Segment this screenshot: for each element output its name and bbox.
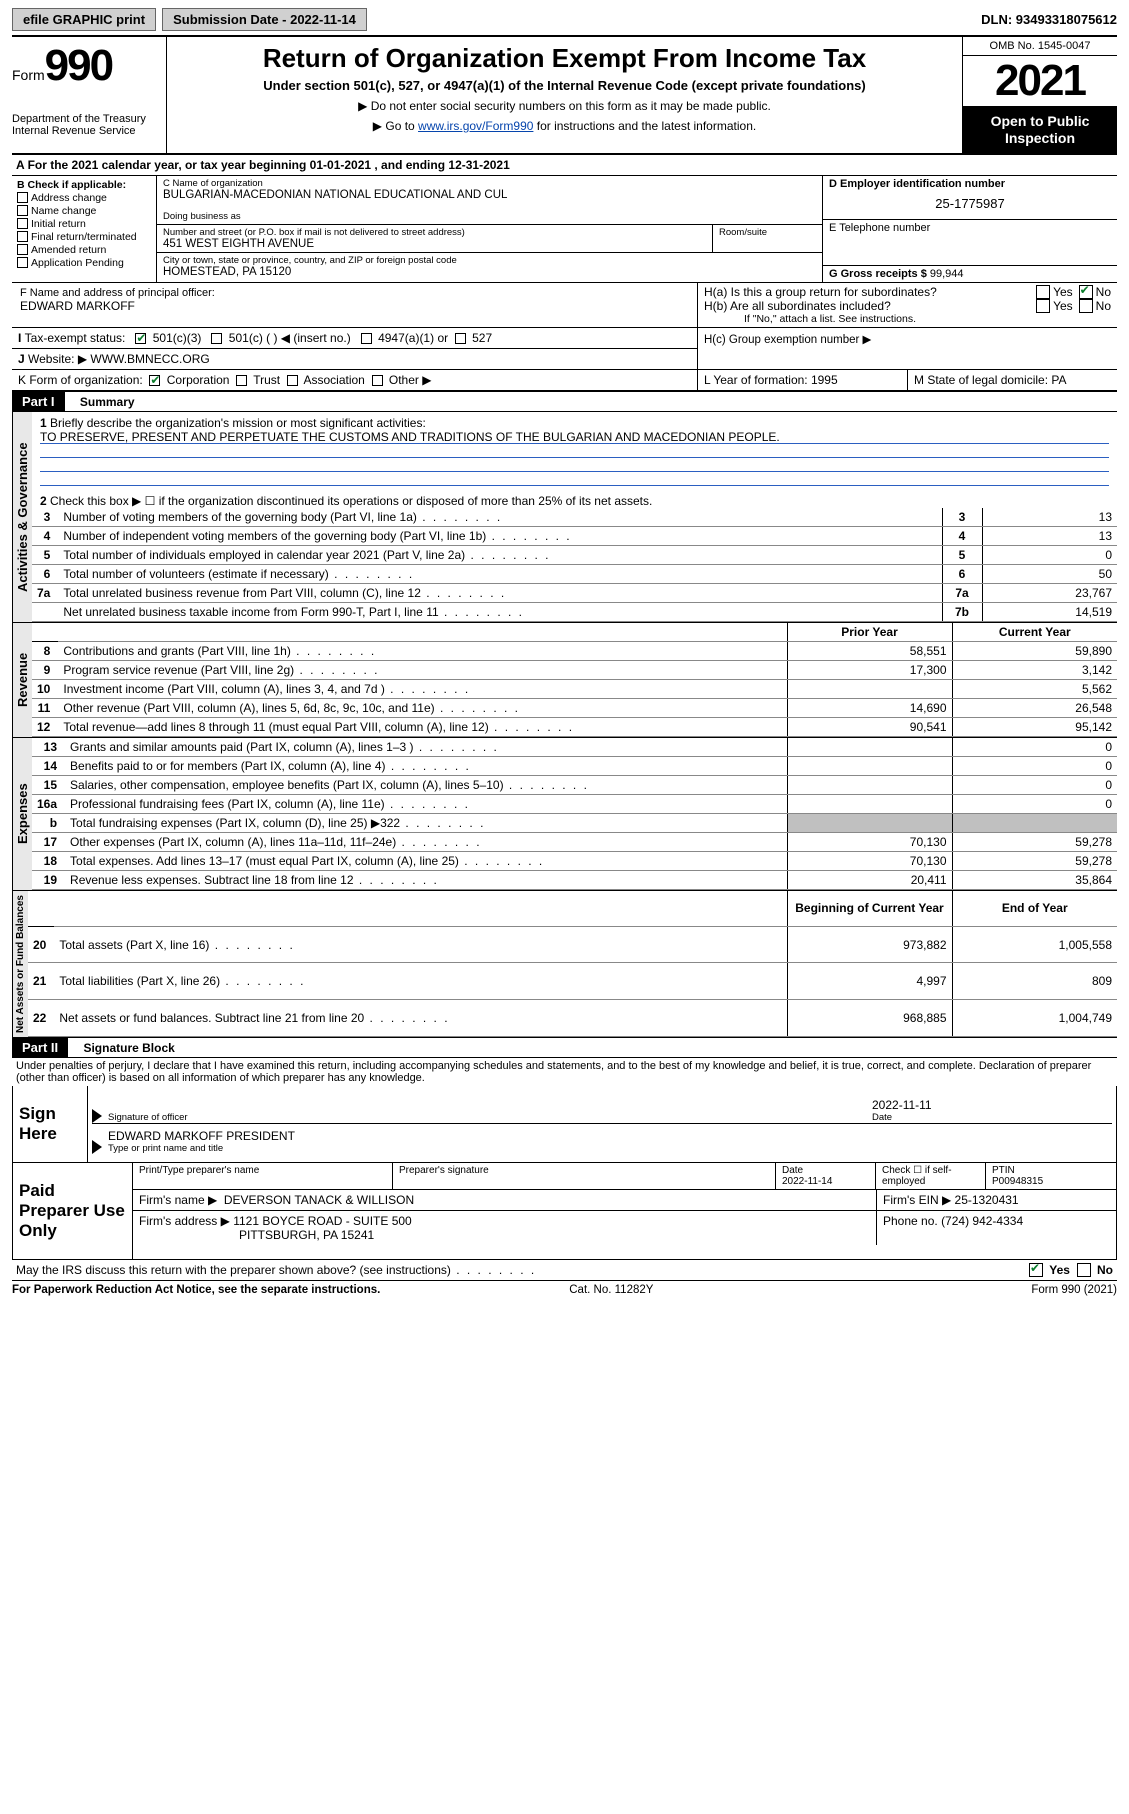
state-domicile: M State of legal domicile: PA bbox=[907, 370, 1117, 390]
form-subtitle: Under section 501(c), 527, or 4947(a)(1)… bbox=[175, 78, 954, 93]
table-row: 8Contributions and grants (Part VIII, li… bbox=[32, 641, 1117, 660]
top-toolbar: efile GRAPHIC print Submission Date - 20… bbox=[12, 8, 1117, 31]
table-row: 10Investment income (Part VIII, column (… bbox=[32, 679, 1117, 698]
arrow-icon bbox=[92, 1109, 102, 1123]
table-row: 15Salaries, other compensation, employee… bbox=[32, 775, 1117, 794]
section-fh: F Name and address of principal officer:… bbox=[12, 283, 1117, 328]
expenses-section: Expenses 13Grants and similar amounts pa… bbox=[12, 737, 1117, 890]
note-link: ▶ Go to www.irs.gov/Form990 for instruct… bbox=[175, 119, 954, 133]
tax-period: A For the 2021 calendar year, or tax yea… bbox=[12, 155, 1117, 176]
perjury-declaration: Under penalties of perjury, I declare th… bbox=[12, 1058, 1117, 1086]
principal-officer: EDWARD MARKOFF bbox=[20, 299, 689, 313]
table-row: 12Total revenue—add lines 8 through 11 (… bbox=[32, 717, 1117, 736]
net-assets-section: Net Assets or Fund Balances Beginning of… bbox=[12, 890, 1117, 1038]
ha-no-checkbox[interactable] bbox=[1079, 285, 1093, 299]
section-klm: K Form of organization: Corporation Trus… bbox=[12, 370, 1117, 391]
box-j: J Website: ▶ WWW.BMNECC.ORG bbox=[12, 349, 697, 369]
other-checkbox[interactable] bbox=[372, 375, 383, 386]
part2-header: Part II Signature Block bbox=[12, 1038, 1117, 1058]
dln-label: DLN: 93493318075612 bbox=[981, 12, 1117, 27]
boxb-option[interactable]: Final return/terminated bbox=[17, 231, 151, 243]
firm-ein: 25-1320431 bbox=[955, 1193, 1019, 1207]
tax-year: 2021 bbox=[963, 56, 1117, 107]
irs-label: Internal Revenue Service bbox=[12, 125, 160, 137]
form-title: Return of Organization Exempt From Incom… bbox=[175, 43, 954, 74]
efile-print-button[interactable]: efile GRAPHIC print bbox=[12, 8, 156, 31]
4947-checkbox[interactable] bbox=[361, 333, 372, 344]
boxb-option[interactable]: Application Pending bbox=[17, 257, 151, 269]
gross-receipts: 99,944 bbox=[930, 268, 964, 280]
table-row: 9Program service revenue (Part VIII, lin… bbox=[32, 660, 1117, 679]
firm-address: 1121 BOYCE ROAD - SUITE 500 bbox=[233, 1214, 412, 1228]
501c-checkbox[interactable] bbox=[211, 333, 222, 344]
irs-discuss-row: May the IRS discuss this return with the… bbox=[12, 1260, 1117, 1282]
discuss-no-checkbox[interactable] bbox=[1077, 1263, 1091, 1277]
part1-header: Part I Summary bbox=[12, 391, 1117, 412]
boxb-option[interactable]: Name change bbox=[17, 205, 151, 217]
assoc-checkbox[interactable] bbox=[287, 375, 298, 386]
ein: 25-1775987 bbox=[829, 190, 1111, 217]
table-row: 4Number of independent voting members of… bbox=[32, 526, 1117, 545]
table-row: Net unrelated business taxable income fr… bbox=[32, 602, 1117, 621]
year-formation: L Year of formation: 1995 bbox=[697, 370, 907, 390]
city-state-zip: HOMESTEAD, PA 15120 bbox=[163, 266, 816, 278]
ha-yes-checkbox[interactable] bbox=[1036, 285, 1050, 299]
table-row: 22Net assets or fund balances. Subtract … bbox=[28, 999, 1117, 1036]
ptin: P00948315 bbox=[992, 1176, 1043, 1187]
boxb-option[interactable]: Initial return bbox=[17, 218, 151, 230]
trust-checkbox[interactable] bbox=[236, 375, 247, 386]
officer-name: EDWARD MARKOFF PRESIDENT bbox=[108, 1129, 1112, 1143]
table-row: 21Total liabilities (Part X, line 26)4,9… bbox=[28, 963, 1117, 1000]
form-header: Form990 Department of the Treasury Inter… bbox=[12, 35, 1117, 155]
form-number: Form990 bbox=[12, 41, 160, 91]
dept-label: Department of the Treasury bbox=[12, 113, 160, 125]
hb-yes-checkbox[interactable] bbox=[1036, 299, 1050, 313]
table-row: 11Other revenue (Part VIII, column (A), … bbox=[32, 698, 1117, 717]
street-address: 451 WEST EIGHTH AVENUE bbox=[163, 238, 706, 250]
mission-text: TO PRESERVE, PRESENT AND PERPETUATE THE … bbox=[40, 430, 780, 444]
hb-no-checkbox[interactable] bbox=[1079, 299, 1093, 313]
page-footer: For Paperwork Reduction Act Notice, see … bbox=[12, 1281, 1117, 1296]
firm-name: DEVERSON TANACK & WILLISON bbox=[224, 1193, 414, 1207]
box-i: I Tax-exempt status: 501(c)(3) 501(c) ( … bbox=[12, 328, 697, 349]
revenue-section: Revenue Prior YearCurrent Year8Contribut… bbox=[12, 622, 1117, 737]
table-row: 20Total assets (Part X, line 16)973,8821… bbox=[28, 926, 1117, 963]
discuss-yes-checkbox[interactable] bbox=[1029, 1263, 1043, 1277]
open-inspection: Open to Public Inspection bbox=[963, 107, 1117, 153]
sign-here-block: Sign Here Signature of officer 2022-11-1… bbox=[12, 1086, 1117, 1163]
submission-date-button[interactable]: Submission Date - 2022-11-14 bbox=[162, 8, 367, 31]
table-row: bTotal fundraising expenses (Part IX, co… bbox=[32, 813, 1117, 832]
boxb-option[interactable]: Amended return bbox=[17, 244, 151, 256]
table-row: 18Total expenses. Add lines 13–17 (must … bbox=[32, 851, 1117, 870]
table-row: 7aTotal unrelated business revenue from … bbox=[32, 583, 1117, 602]
table-row: 3Number of voting members of the governi… bbox=[32, 508, 1117, 527]
signature-date: 2022-11-11 bbox=[872, 1098, 1112, 1112]
table-row: 5Total number of individuals employed in… bbox=[32, 545, 1117, 564]
501c3-checkbox[interactable] bbox=[135, 333, 146, 344]
box-b: B Check if applicable: Address changeNam… bbox=[12, 176, 157, 282]
activities-governance: Activities & Governance 1 Briefly descri… bbox=[12, 412, 1117, 622]
boxb-option[interactable]: Address change bbox=[17, 192, 151, 204]
table-row: 17Other expenses (Part IX, column (A), l… bbox=[32, 832, 1117, 851]
identity-block: B Check if applicable: Address changeNam… bbox=[12, 176, 1117, 283]
corp-checkbox[interactable] bbox=[149, 375, 160, 386]
table-row: 13Grants and similar amounts paid (Part … bbox=[32, 738, 1117, 757]
irs-link[interactable]: www.irs.gov/Form990 bbox=[418, 119, 533, 133]
section-ij: I Tax-exempt status: 501(c)(3) 501(c) ( … bbox=[12, 328, 1117, 370]
arrow-icon bbox=[92, 1140, 102, 1154]
table-row: 19Revenue less expenses. Subtract line 1… bbox=[32, 870, 1117, 889]
firm-phone: (724) 942-4334 bbox=[941, 1214, 1023, 1228]
preparer-date: 2022-11-14 bbox=[782, 1176, 832, 1187]
table-row: 16aProfessional fundraising fees (Part I… bbox=[32, 794, 1117, 813]
note-ssn: ▶ Do not enter social security numbers o… bbox=[175, 99, 954, 113]
table-row: 14Benefits paid to or for members (Part … bbox=[32, 756, 1117, 775]
website: WWW.BMNECC.ORG bbox=[90, 352, 209, 366]
527-checkbox[interactable] bbox=[455, 333, 466, 344]
omb-number: OMB No. 1545-0047 bbox=[963, 37, 1117, 56]
paid-preparer-block: Paid Preparer Use Only Print/Type prepar… bbox=[12, 1163, 1117, 1260]
table-row: 6Total number of volunteers (estimate if… bbox=[32, 564, 1117, 583]
org-name: BULGARIAN-MACEDONIAN NATIONAL EDUCATIONA… bbox=[163, 189, 816, 201]
